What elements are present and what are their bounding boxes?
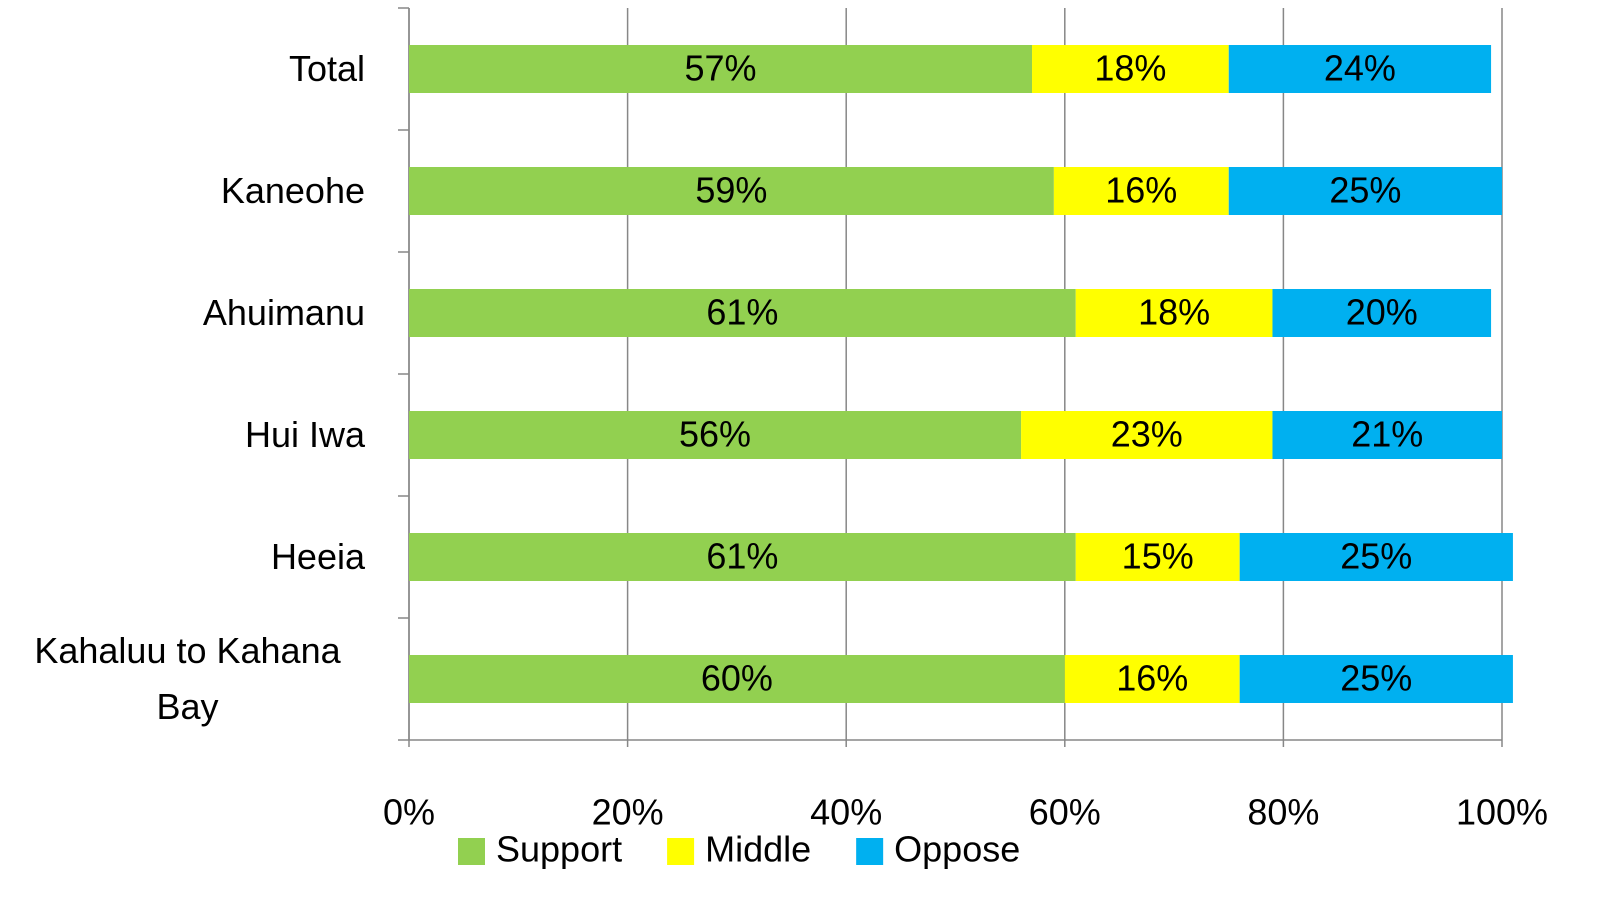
- y-tick-label: Total: [288, 48, 365, 89]
- bar-segment: [1064, 655, 1240, 703]
- data-label: 25%: [1340, 536, 1412, 577]
- data-label: 25%: [1329, 170, 1401, 211]
- bar-segment: [409, 411, 1022, 459]
- legend-label: Support: [496, 829, 622, 870]
- bar-segment: [1272, 411, 1502, 459]
- x-tick-label: 0%: [383, 792, 435, 833]
- data-label: 57%: [684, 48, 756, 89]
- bar-segment: [409, 289, 1076, 337]
- y-tick-label: Ahuimanu: [202, 292, 365, 333]
- data-label: 61%: [706, 292, 778, 333]
- legend-swatch: [856, 838, 884, 865]
- y-tick-label: Hui Iwa: [244, 414, 365, 455]
- bar-segment: [1075, 289, 1273, 337]
- x-tick-label: 60%: [1029, 792, 1101, 833]
- bar-segment: [1228, 45, 1492, 93]
- bar-segment: [409, 655, 1065, 703]
- data-label: 60%: [701, 658, 773, 699]
- data-label: 24%: [1324, 48, 1396, 89]
- legend-label: Middle: [705, 829, 811, 870]
- bar-segment: [1239, 655, 1513, 703]
- data-label: 56%: [679, 414, 751, 455]
- bar-segment: [1075, 533, 1240, 581]
- legend-swatch: [667, 838, 695, 865]
- x-tick-label: 40%: [810, 792, 882, 833]
- data-label: 16%: [1116, 658, 1188, 699]
- data-label: 15%: [1122, 536, 1194, 577]
- y-tick-label: Heeia: [270, 536, 365, 577]
- x-tick-label: 20%: [592, 792, 664, 833]
- data-label: 61%: [706, 536, 778, 577]
- data-label: 20%: [1346, 292, 1418, 333]
- bar-segment: [1228, 167, 1502, 215]
- legend-swatch: [458, 838, 485, 865]
- bar-segment: [1053, 167, 1229, 215]
- y-tick-label: Kahaluu to Kahana Bay: [34, 630, 341, 727]
- bar-segment: [409, 533, 1076, 581]
- data-label: 23%: [1111, 414, 1183, 455]
- bar-segment: [1032, 45, 1229, 93]
- bar-segment: [1239, 533, 1513, 581]
- y-tick-label: Kaneohe: [220, 170, 365, 211]
- bar-segment: [1021, 411, 1273, 459]
- data-label: 21%: [1351, 414, 1423, 455]
- data-label: 59%: [695, 170, 767, 211]
- x-tick-label: 100%: [1456, 792, 1548, 833]
- legend-label: Oppose: [894, 829, 1020, 870]
- data-label: 16%: [1105, 170, 1177, 211]
- bar-segment: [1272, 289, 1492, 337]
- data-label: 18%: [1094, 48, 1166, 89]
- bar-segment: [409, 167, 1054, 215]
- bar-segment: [409, 45, 1033, 93]
- data-label: 18%: [1138, 292, 1210, 333]
- x-tick-label: 80%: [1247, 792, 1319, 833]
- data-label: 25%: [1340, 658, 1412, 699]
